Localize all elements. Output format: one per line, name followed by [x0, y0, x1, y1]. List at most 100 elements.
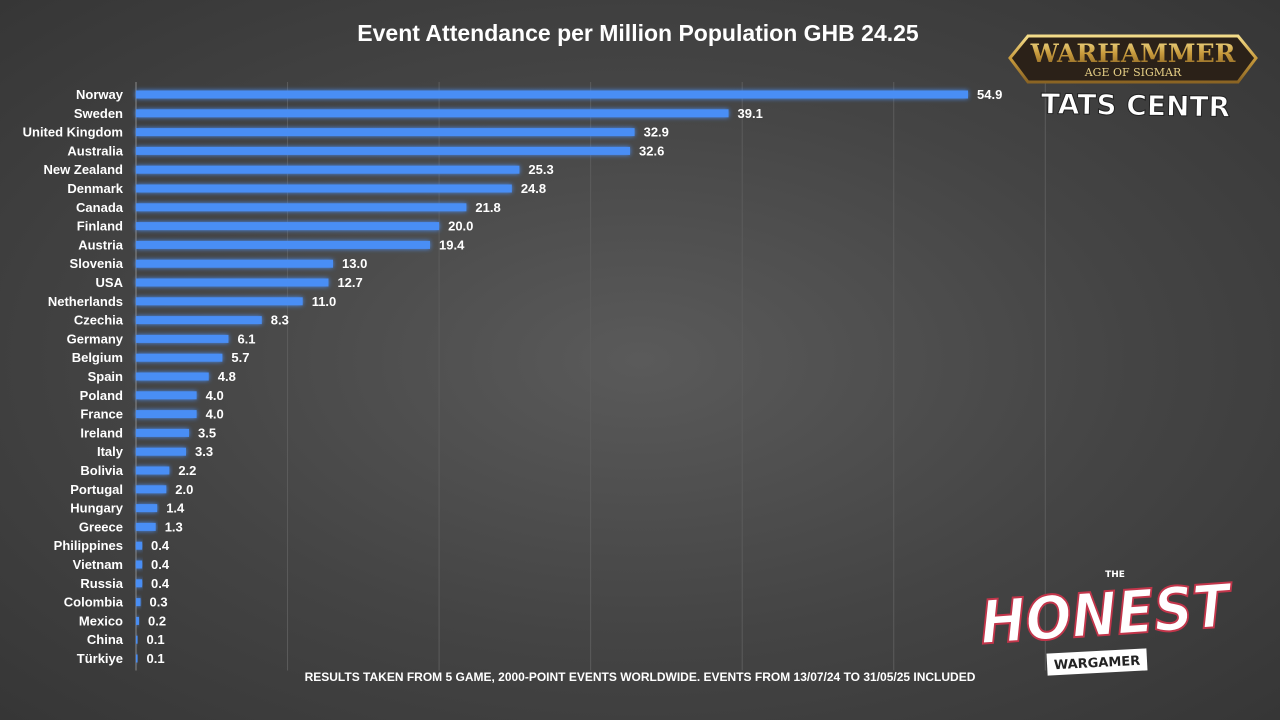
category-label: Hungary	[70, 501, 124, 516]
data-label: 1.4	[166, 501, 185, 516]
category-label: Bolivia	[80, 463, 123, 478]
data-label: 24.8	[521, 181, 546, 196]
data-label: 19.4	[439, 237, 465, 252]
data-label: 0.4	[151, 576, 170, 591]
data-label: 3.5	[198, 425, 216, 440]
data-label: 20.0	[448, 219, 473, 234]
stats-centre-logo: STATS CENTRE	[1040, 87, 1230, 125]
data-label: 2.0	[175, 482, 193, 497]
bar	[136, 635, 138, 644]
category-label: Italy	[97, 444, 124, 459]
category-label: China	[87, 632, 124, 647]
category-label: Portugal	[70, 482, 123, 497]
data-label: 4.8	[218, 369, 236, 384]
bar	[136, 579, 143, 588]
bar	[136, 128, 635, 137]
data-label: 32.6	[639, 143, 664, 158]
data-label: 0.3	[150, 595, 168, 610]
bar	[136, 598, 141, 607]
data-label: 11.0	[312, 294, 337, 309]
category-label: Netherlands	[48, 294, 123, 309]
data-label: 54.9	[977, 87, 1002, 102]
warhammer-logo: WARHAMMER AGE OF SIGMAR	[1008, 34, 1258, 84]
data-label: 0.2	[148, 613, 166, 628]
data-label: 4.0	[206, 388, 224, 403]
bar	[136, 278, 329, 287]
category-label: Canada	[76, 200, 124, 215]
data-label: 0.1	[147, 632, 165, 647]
svg-text:WARGAMER: WARGAMER	[1054, 654, 1141, 674]
data-label: 6.1	[237, 331, 255, 346]
category-label: Slovenia	[70, 256, 124, 271]
bar	[136, 410, 197, 419]
data-label: 5.7	[231, 350, 249, 365]
category-label: Sweden	[74, 106, 123, 121]
data-label: 21.8	[475, 200, 500, 215]
category-label: USA	[96, 275, 124, 290]
category-label: Ireland	[80, 425, 123, 440]
data-label: 4.0	[206, 407, 224, 422]
bar	[136, 316, 262, 325]
bar	[136, 654, 138, 663]
bar	[136, 353, 223, 362]
bar	[136, 240, 431, 249]
category-label: Türkiye	[77, 651, 123, 666]
bar	[136, 560, 143, 569]
category-label: France	[80, 407, 123, 422]
svg-text:WARHAMMER: WARHAMMER	[1030, 39, 1236, 68]
category-label: Norway	[76, 87, 124, 102]
category-label: Greece	[79, 519, 123, 534]
bar	[136, 109, 729, 118]
category-label: Colombia	[64, 595, 124, 610]
data-label: 8.3	[271, 313, 289, 328]
bar	[136, 616, 140, 625]
data-label: 39.1	[738, 106, 763, 121]
bar	[136, 203, 467, 212]
svg-text:STATS CENTRE: STATS CENTRE	[1040, 87, 1230, 124]
bar	[136, 522, 156, 531]
data-label: 3.3	[195, 444, 213, 459]
bar	[136, 447, 187, 456]
bar	[136, 504, 158, 513]
data-label: 12.7	[337, 275, 362, 290]
honest-wargamer-logo: THE HONEST WARGAMER	[977, 570, 1237, 676]
category-label: Russia	[80, 576, 123, 591]
category-label: Philippines	[54, 538, 123, 553]
bar	[136, 259, 334, 268]
data-label: 2.2	[178, 463, 196, 478]
category-label: Austria	[78, 237, 124, 252]
data-label: 0.4	[151, 557, 170, 572]
bar	[136, 146, 631, 155]
category-label: Mexico	[79, 613, 123, 628]
data-label: 25.3	[528, 162, 553, 177]
bar	[136, 184, 512, 193]
category-label: Poland	[80, 388, 123, 403]
bar	[136, 372, 209, 381]
bar	[136, 297, 303, 306]
data-label: 32.9	[644, 125, 669, 140]
category-label: Spain	[88, 369, 123, 384]
svg-text:AGE OF SIGMAR: AGE OF SIGMAR	[1084, 66, 1182, 79]
svg-text:HONEST: HONEST	[978, 571, 1236, 659]
category-label: Australia	[67, 143, 123, 158]
data-label: 0.1	[147, 651, 165, 666]
category-label: Germany	[67, 331, 124, 346]
category-label: Finland	[77, 219, 123, 234]
category-label: Czechia	[74, 313, 124, 328]
category-label: New Zealand	[44, 162, 124, 177]
bar	[136, 222, 440, 231]
category-label: Denmark	[67, 181, 123, 196]
bar	[136, 541, 143, 550]
category-label: Vietnam	[73, 557, 123, 572]
data-label: 1.3	[165, 519, 183, 534]
chart-title: Event Attendance per Million Population …	[357, 20, 919, 46]
bar	[136, 466, 170, 475]
data-label: 0.4	[151, 538, 170, 553]
svg-text:THE: THE	[1105, 570, 1125, 580]
bar	[136, 428, 190, 437]
bar	[136, 165, 520, 174]
bar	[136, 334, 229, 343]
data-label: 13.0	[342, 256, 367, 271]
source-footnote: RESULTS TAKEN FROM 5 GAME, 2000-POINT EV…	[304, 670, 976, 684]
